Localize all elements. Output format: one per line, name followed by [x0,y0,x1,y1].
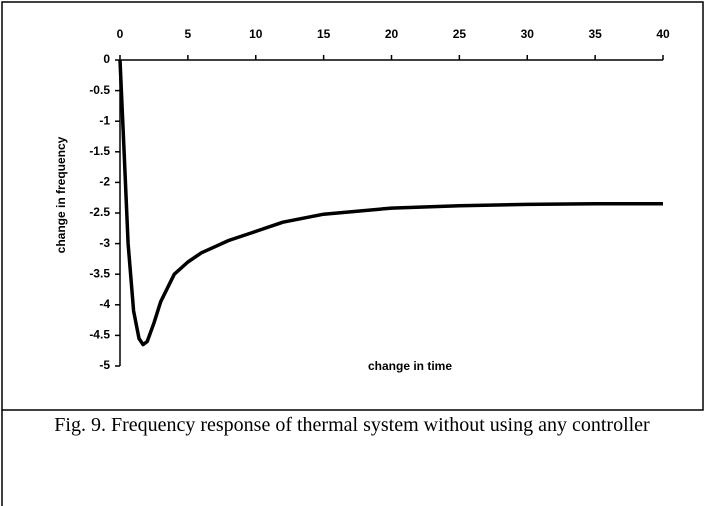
x-tick-label: 20 [385,27,399,41]
x-tick-label: 15 [317,27,331,41]
y-tick-label: -4.5 [89,328,110,342]
y-tick-label: -0.5 [89,83,110,97]
x-tick-label: 5 [185,27,192,41]
chart-border [1,1,704,411]
y-tick-label: -3 [99,236,110,250]
y-tick-label: -3.5 [89,266,110,280]
y-tick-label: -4 [99,297,110,311]
x-tick-label: 10 [249,27,263,41]
caption-text: Fig. 9. Frequency response of thermal sy… [54,414,650,436]
y-tick-label: -5 [99,358,110,372]
y-tick-label: 0 [103,52,110,66]
x-tick-label: 40 [656,27,670,41]
y-tick-label: -1.5 [89,144,110,158]
y-axis-label: change in frequency [54,136,68,253]
data-line [118,59,663,347]
y-tick-label: -1 [99,113,110,127]
y-tick-label: -2.5 [89,205,110,219]
x-tick-label: 30 [521,27,535,41]
x-tick-label: 25 [453,27,467,41]
y-tick-label: -2 [99,175,110,189]
x-tick-label: 35 [588,27,602,41]
x-axis-label: change in time [368,359,452,373]
x-tick-label: 0 [117,27,124,41]
caption: Fig. 9. Frequency response of thermal sy… [2,412,702,438]
